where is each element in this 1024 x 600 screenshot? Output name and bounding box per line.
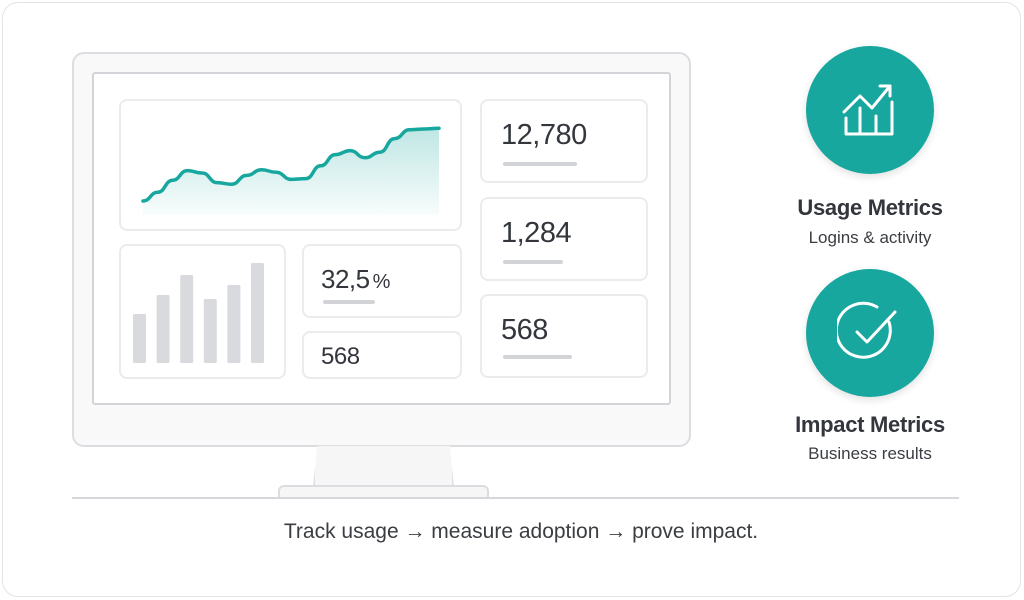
monitor-stand [313, 446, 454, 488]
bar-chart-card [119, 244, 286, 379]
stat-card: 1,284 [480, 197, 648, 281]
placeholder-line [323, 300, 375, 304]
line-chart-line [141, 126, 441, 203]
line-chart-card [119, 99, 462, 231]
impact-metrics-subtitle: Business results [808, 444, 932, 463]
usage-metrics-badge [806, 46, 934, 174]
chart-trend-icon [842, 84, 894, 136]
bar-chart-bar [227, 285, 241, 363]
bar-chart-bar [251, 263, 264, 363]
impact-metrics-title: Impact Metrics [795, 412, 945, 437]
stat-value: 12,780 [501, 119, 587, 151]
small-stat-card: 568 [302, 331, 462, 379]
check-circle-icon [837, 301, 897, 359]
monitor-base [278, 485, 489, 498]
bar-chart-bar [180, 275, 194, 363]
stat-value: 568 [501, 314, 548, 346]
percent-card: 32,5% [302, 244, 462, 318]
usage-metrics-subtitle: Logins & activity [808, 228, 932, 247]
placeholder-line [503, 355, 572, 359]
stat-card: 12,780 [480, 99, 648, 183]
line-chart-area [143, 128, 439, 215]
stat-card: 568 [480, 294, 648, 378]
bar-chart-bar [133, 314, 146, 363]
small-stat-value: 568 [321, 343, 360, 370]
bar-chart [133, 263, 264, 363]
placeholder-line [503, 162, 577, 166]
ground-line [72, 497, 959, 499]
footer-caption: Track usage → measure adoption → prove i… [283, 520, 759, 543]
placeholder-line [503, 260, 563, 264]
percent-value: 32,5% [321, 264, 390, 294]
impact-metrics-badge [806, 269, 934, 397]
stat-value: 1,284 [501, 217, 572, 249]
line-chart [141, 126, 441, 215]
bar-chart-bar [203, 299, 217, 363]
bar-chart-bar [156, 295, 170, 363]
usage-metrics-title: Usage Metrics [797, 195, 943, 220]
